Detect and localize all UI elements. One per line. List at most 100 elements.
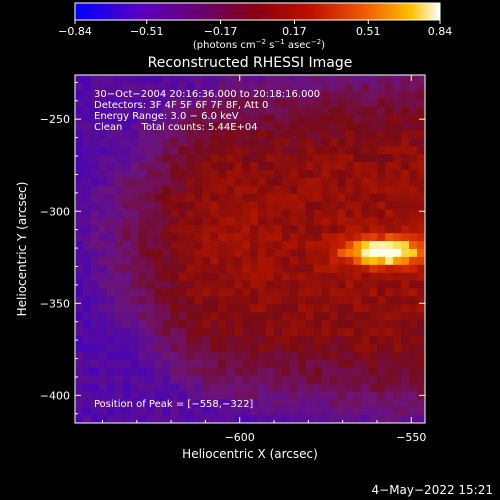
heat-cell bbox=[186, 75, 195, 84]
heat-cell bbox=[329, 98, 338, 108]
heat-cell bbox=[297, 288, 307, 297]
heat-cell bbox=[313, 82, 322, 92]
heat-cell bbox=[289, 106, 299, 115]
heat-cell bbox=[297, 359, 307, 369]
heat-cell bbox=[106, 264, 116, 274]
heat-cell bbox=[265, 106, 275, 115]
heat-cell bbox=[234, 280, 243, 289]
heat-cell bbox=[409, 75, 418, 84]
heat-cell bbox=[154, 280, 163, 289]
heat-cell bbox=[329, 82, 338, 92]
heat-cell bbox=[353, 399, 362, 408]
heat-cell bbox=[250, 90, 259, 100]
heat-cell bbox=[75, 138, 84, 147]
heat-cell bbox=[257, 249, 267, 258]
heat-cell bbox=[178, 154, 187, 163]
heat-cell bbox=[154, 415, 163, 423]
heat-cell bbox=[281, 90, 291, 100]
heat-cell bbox=[297, 90, 307, 100]
heat-cell bbox=[377, 225, 386, 234]
heat-cell bbox=[289, 375, 299, 384]
heat-cell bbox=[345, 154, 354, 163]
heat-cell bbox=[218, 312, 227, 321]
heat-cell bbox=[345, 185, 354, 195]
heat-cell bbox=[313, 328, 322, 337]
colorbar-tick-label: −0.17 bbox=[204, 25, 238, 38]
heat-cell bbox=[170, 375, 179, 384]
heat-cell bbox=[305, 343, 315, 353]
heat-cell bbox=[162, 351, 171, 361]
heat-cell bbox=[170, 114, 179, 123]
heat-cell bbox=[146, 272, 155, 282]
heat-cell bbox=[297, 82, 307, 92]
heat-cell bbox=[345, 201, 354, 210]
heat-cell bbox=[234, 233, 243, 242]
heat-cell bbox=[313, 351, 322, 361]
heat-cell bbox=[146, 122, 155, 131]
heat-cell bbox=[250, 288, 259, 297]
heat-cell bbox=[218, 122, 227, 131]
heat-cell bbox=[409, 233, 418, 242]
heat-cell bbox=[361, 138, 370, 147]
heat-cell bbox=[281, 225, 291, 234]
heat-cell bbox=[313, 296, 322, 305]
heat-cell bbox=[114, 185, 124, 195]
heat-cell bbox=[162, 138, 171, 147]
y-axis-ticks: −250−300−350−400 bbox=[40, 81, 425, 415]
heat-cell bbox=[265, 391, 275, 400]
heat-cell bbox=[122, 391, 132, 400]
heat-cell bbox=[218, 162, 227, 171]
heat-cell bbox=[361, 90, 370, 100]
heat-cell bbox=[82, 130, 92, 139]
heat-cell bbox=[178, 336, 187, 345]
heat-cell bbox=[218, 264, 227, 274]
heat-cell bbox=[393, 375, 402, 384]
heat-cell bbox=[162, 391, 171, 400]
heat-cell bbox=[345, 225, 354, 234]
heat-cell bbox=[337, 304, 346, 313]
heat-cell bbox=[385, 162, 394, 171]
heat-cell bbox=[361, 98, 370, 108]
heat-cell bbox=[178, 177, 187, 187]
heat-cell bbox=[90, 328, 100, 337]
heat-cell bbox=[385, 320, 394, 329]
heat-cell bbox=[393, 320, 402, 329]
heat-cell bbox=[385, 82, 394, 92]
heat-cell bbox=[210, 359, 219, 369]
heat-cell bbox=[385, 177, 394, 187]
heat-cell bbox=[138, 201, 147, 210]
heat-cell bbox=[250, 359, 259, 369]
heat-cell bbox=[321, 328, 330, 337]
heat-cell bbox=[250, 383, 259, 392]
heat-cell bbox=[297, 320, 307, 329]
heat-cell bbox=[234, 375, 243, 384]
heat-cell bbox=[82, 82, 92, 92]
heat-cell bbox=[210, 75, 219, 84]
heat-cell bbox=[106, 138, 116, 147]
heat-cell bbox=[130, 177, 140, 187]
heat-cell bbox=[417, 201, 425, 210]
heat-cell bbox=[345, 367, 354, 376]
heat-cell bbox=[345, 343, 354, 353]
heat-cell bbox=[297, 312, 307, 321]
heat-cell bbox=[265, 217, 275, 226]
heat-cell bbox=[321, 351, 330, 361]
heat-cell bbox=[194, 288, 203, 297]
heat-cell bbox=[194, 249, 203, 258]
heat-cell bbox=[242, 98, 251, 108]
heat-cell bbox=[409, 209, 418, 218]
heat-cell bbox=[186, 328, 195, 337]
heat-cell bbox=[329, 75, 338, 84]
heat-cell bbox=[361, 162, 370, 171]
heat-cell bbox=[297, 407, 307, 416]
heat-cell bbox=[90, 272, 100, 282]
heat-cell bbox=[353, 304, 362, 313]
heat-cell bbox=[114, 114, 124, 123]
heat-cell bbox=[297, 256, 307, 266]
heat-cell bbox=[226, 201, 235, 210]
heat-cell bbox=[114, 130, 124, 139]
heat-cell bbox=[273, 162, 283, 171]
heat-cell bbox=[194, 217, 203, 226]
heat-cell bbox=[337, 343, 346, 353]
